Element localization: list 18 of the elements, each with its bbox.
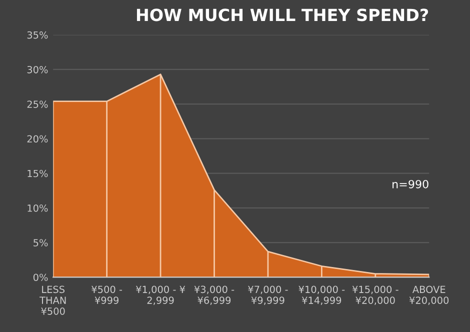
y-tick-label: 0% [33,274,48,282]
y-tick-label: 10% [28,204,48,212]
x-tick-label: ¥1,000 - ¥ 2,999 [136,286,186,305]
annotation: n=990 [392,180,428,188]
chart-title: HOW MUCH WILL THEY SPEND? [136,8,428,22]
x-tick-label: ¥15,000 - ¥20,000 [352,286,398,305]
x-tick-label: ABOVE ¥20,000 [409,286,449,305]
y-tick-label: 15% [28,170,48,178]
x-tick-label: ¥3,000 - ¥6,999 [194,286,234,305]
y-tick-label: 5% [34,239,48,246]
y-tick-label: 25% [27,100,48,108]
x-tick-label: ¥500 - ¥999 [92,286,122,304]
y-tick-label: 30% [27,66,48,74]
y-tick-label: 35% [27,31,48,39]
y-tick-label: 20% [27,135,48,143]
x-tick-label: LESS THAN ¥500 [39,286,66,315]
x-tick-label: ¥10,000 - ¥14,999 [298,286,345,305]
x-tick-label: ¥7,000 - ¥9,999 [248,286,288,305]
